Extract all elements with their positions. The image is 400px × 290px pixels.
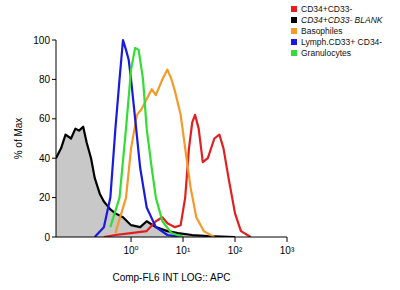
x-tick-label: 10⁰ (123, 245, 138, 256)
y-tick (52, 118, 56, 119)
x-axis (56, 237, 287, 238)
legend-swatch (291, 6, 297, 12)
x-tick (183, 237, 184, 242)
plot-area (56, 40, 251, 237)
x-tick (287, 237, 288, 242)
x-tick (131, 237, 132, 242)
legend-label: Granulocytes (301, 48, 351, 58)
y-tick (52, 40, 56, 41)
area-fill (56, 127, 235, 237)
y-tick-label: 40 (39, 153, 51, 164)
legend-label: CD34+CD33- (301, 4, 352, 14)
chart: 0 20 40 60 80 100 10⁰ 10¹ 10² 10³ Comp-FL6 INT LOG… (0, 0, 400, 290)
series-line (56, 127, 235, 237)
y-tick (52, 79, 56, 80)
series-line (110, 48, 183, 237)
y-tick-label: 0 (44, 232, 50, 243)
series-line (95, 40, 183, 237)
legend-label: CD34+CD33- BLANK (301, 15, 383, 25)
y-tick-label: 20 (39, 192, 51, 203)
x-tick-label: 10³ (280, 245, 295, 256)
legend-swatch (291, 50, 297, 56)
legend-label: Basophiles (301, 26, 343, 36)
legend-swatch (291, 17, 297, 23)
y-tick (52, 197, 56, 198)
legend-label: Lymph.CD33+ CD34- (301, 37, 382, 47)
y-tick-label: 60 (39, 113, 51, 124)
y-tick (52, 158, 56, 159)
series-line (115, 70, 214, 237)
x-tick-label: 10¹ (176, 245, 191, 256)
y-tick (52, 237, 56, 238)
y-tick-label: 80 (39, 74, 51, 85)
x-tick-label: 10² (228, 245, 243, 256)
y-axis-label: % of Max (13, 118, 24, 160)
legend-swatch (291, 28, 297, 34)
legend-swatch (291, 39, 297, 45)
x-tick (235, 237, 236, 242)
y-axis (56, 40, 57, 237)
x-axis-label: Comp-FL6 INT LOG:: APC (112, 272, 230, 283)
y-tick-label: 100 (33, 35, 50, 46)
